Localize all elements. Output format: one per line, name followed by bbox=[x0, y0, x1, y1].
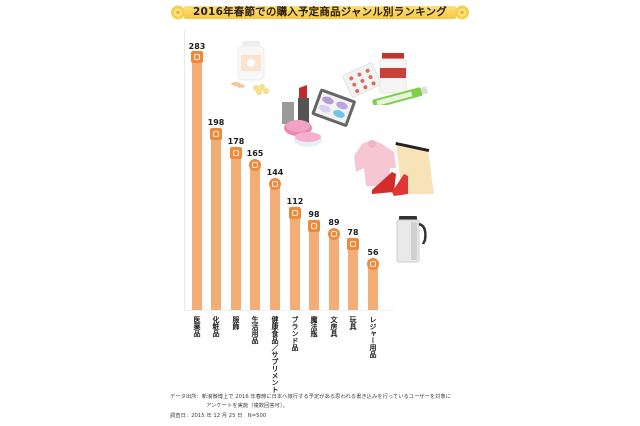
bar-cosmetics bbox=[211, 132, 221, 310]
household-icon bbox=[249, 159, 261, 171]
bar-value: 198 bbox=[207, 118, 225, 127]
bar-value: 283 bbox=[188, 42, 206, 51]
bar-value: 78 bbox=[347, 228, 359, 237]
category-label: 化粧品 bbox=[212, 316, 220, 337]
bar-leisure-goods bbox=[368, 260, 378, 310]
category-label: ブランド品 bbox=[291, 316, 299, 351]
title-banner: 2016年春節での購入予定商品ジャンル別ランキング bbox=[170, 4, 470, 21]
shirt-icon bbox=[230, 147, 242, 159]
chart-title: 2016年春節での購入予定商品ジャンル別ランキング bbox=[193, 6, 447, 18]
bar-health-food bbox=[270, 180, 280, 310]
leisure-icon bbox=[367, 258, 379, 270]
bar-pharmaceuticals bbox=[192, 55, 202, 310]
category-label: 文房具 bbox=[330, 316, 338, 337]
x-axis-baseline bbox=[184, 310, 394, 311]
bar-value: 112 bbox=[286, 197, 304, 206]
category-label: 魔法瓶 bbox=[310, 316, 318, 337]
supplement-bottle-icon bbox=[231, 41, 269, 95]
y-axis-line bbox=[184, 30, 185, 311]
thermos-icon bbox=[308, 220, 320, 232]
medicine-set-icon bbox=[342, 53, 429, 105]
survey-note: 調査日：2015 年 12 月 25 日 N=500 bbox=[170, 413, 267, 419]
medicine-box-icon bbox=[191, 51, 203, 63]
bar-brand-goods bbox=[290, 209, 300, 310]
category-label: 服飾 bbox=[232, 316, 240, 330]
title-band bbox=[184, 6, 456, 19]
thermos-icon-illustration bbox=[396, 216, 427, 263]
category-label: レジャー用品 bbox=[369, 316, 377, 358]
compact-icon bbox=[210, 128, 222, 140]
bar-value: 178 bbox=[227, 137, 245, 146]
category-label: 健康食品／サプリメント bbox=[271, 316, 279, 393]
source-note-line1: データ出所：新浪微博上で 2016 年春節に日本へ旅行する予定がある思われる書き… bbox=[170, 394, 452, 400]
bar-value: 98 bbox=[308, 210, 320, 219]
toy-icon bbox=[347, 238, 359, 250]
ornament-left-icon bbox=[171, 5, 185, 20]
category-label: 医薬品 bbox=[193, 316, 201, 337]
bar-value: 56 bbox=[367, 248, 379, 257]
category-label: 生活用品 bbox=[251, 316, 259, 344]
bar-thermos bbox=[309, 222, 319, 310]
cosmetics-icon bbox=[282, 85, 356, 147]
bar-stationery bbox=[329, 230, 339, 310]
pencil-icon bbox=[328, 228, 340, 240]
supplement-icon bbox=[269, 178, 281, 190]
bar-value: 165 bbox=[246, 149, 264, 158]
bar-apparel bbox=[231, 150, 241, 310]
bar-value: 89 bbox=[328, 218, 340, 227]
handbag-icon bbox=[289, 207, 301, 219]
bar-toys bbox=[348, 240, 358, 310]
category-label: 玩具 bbox=[349, 316, 357, 330]
clothing-and-heels-icon bbox=[354, 140, 434, 196]
bar-daily-goods bbox=[250, 162, 260, 310]
source-note-line2: アンケートを実施（複数回答可）。 bbox=[206, 403, 288, 409]
bar-value: 144 bbox=[266, 168, 284, 177]
ornament-right-icon bbox=[455, 5, 469, 20]
